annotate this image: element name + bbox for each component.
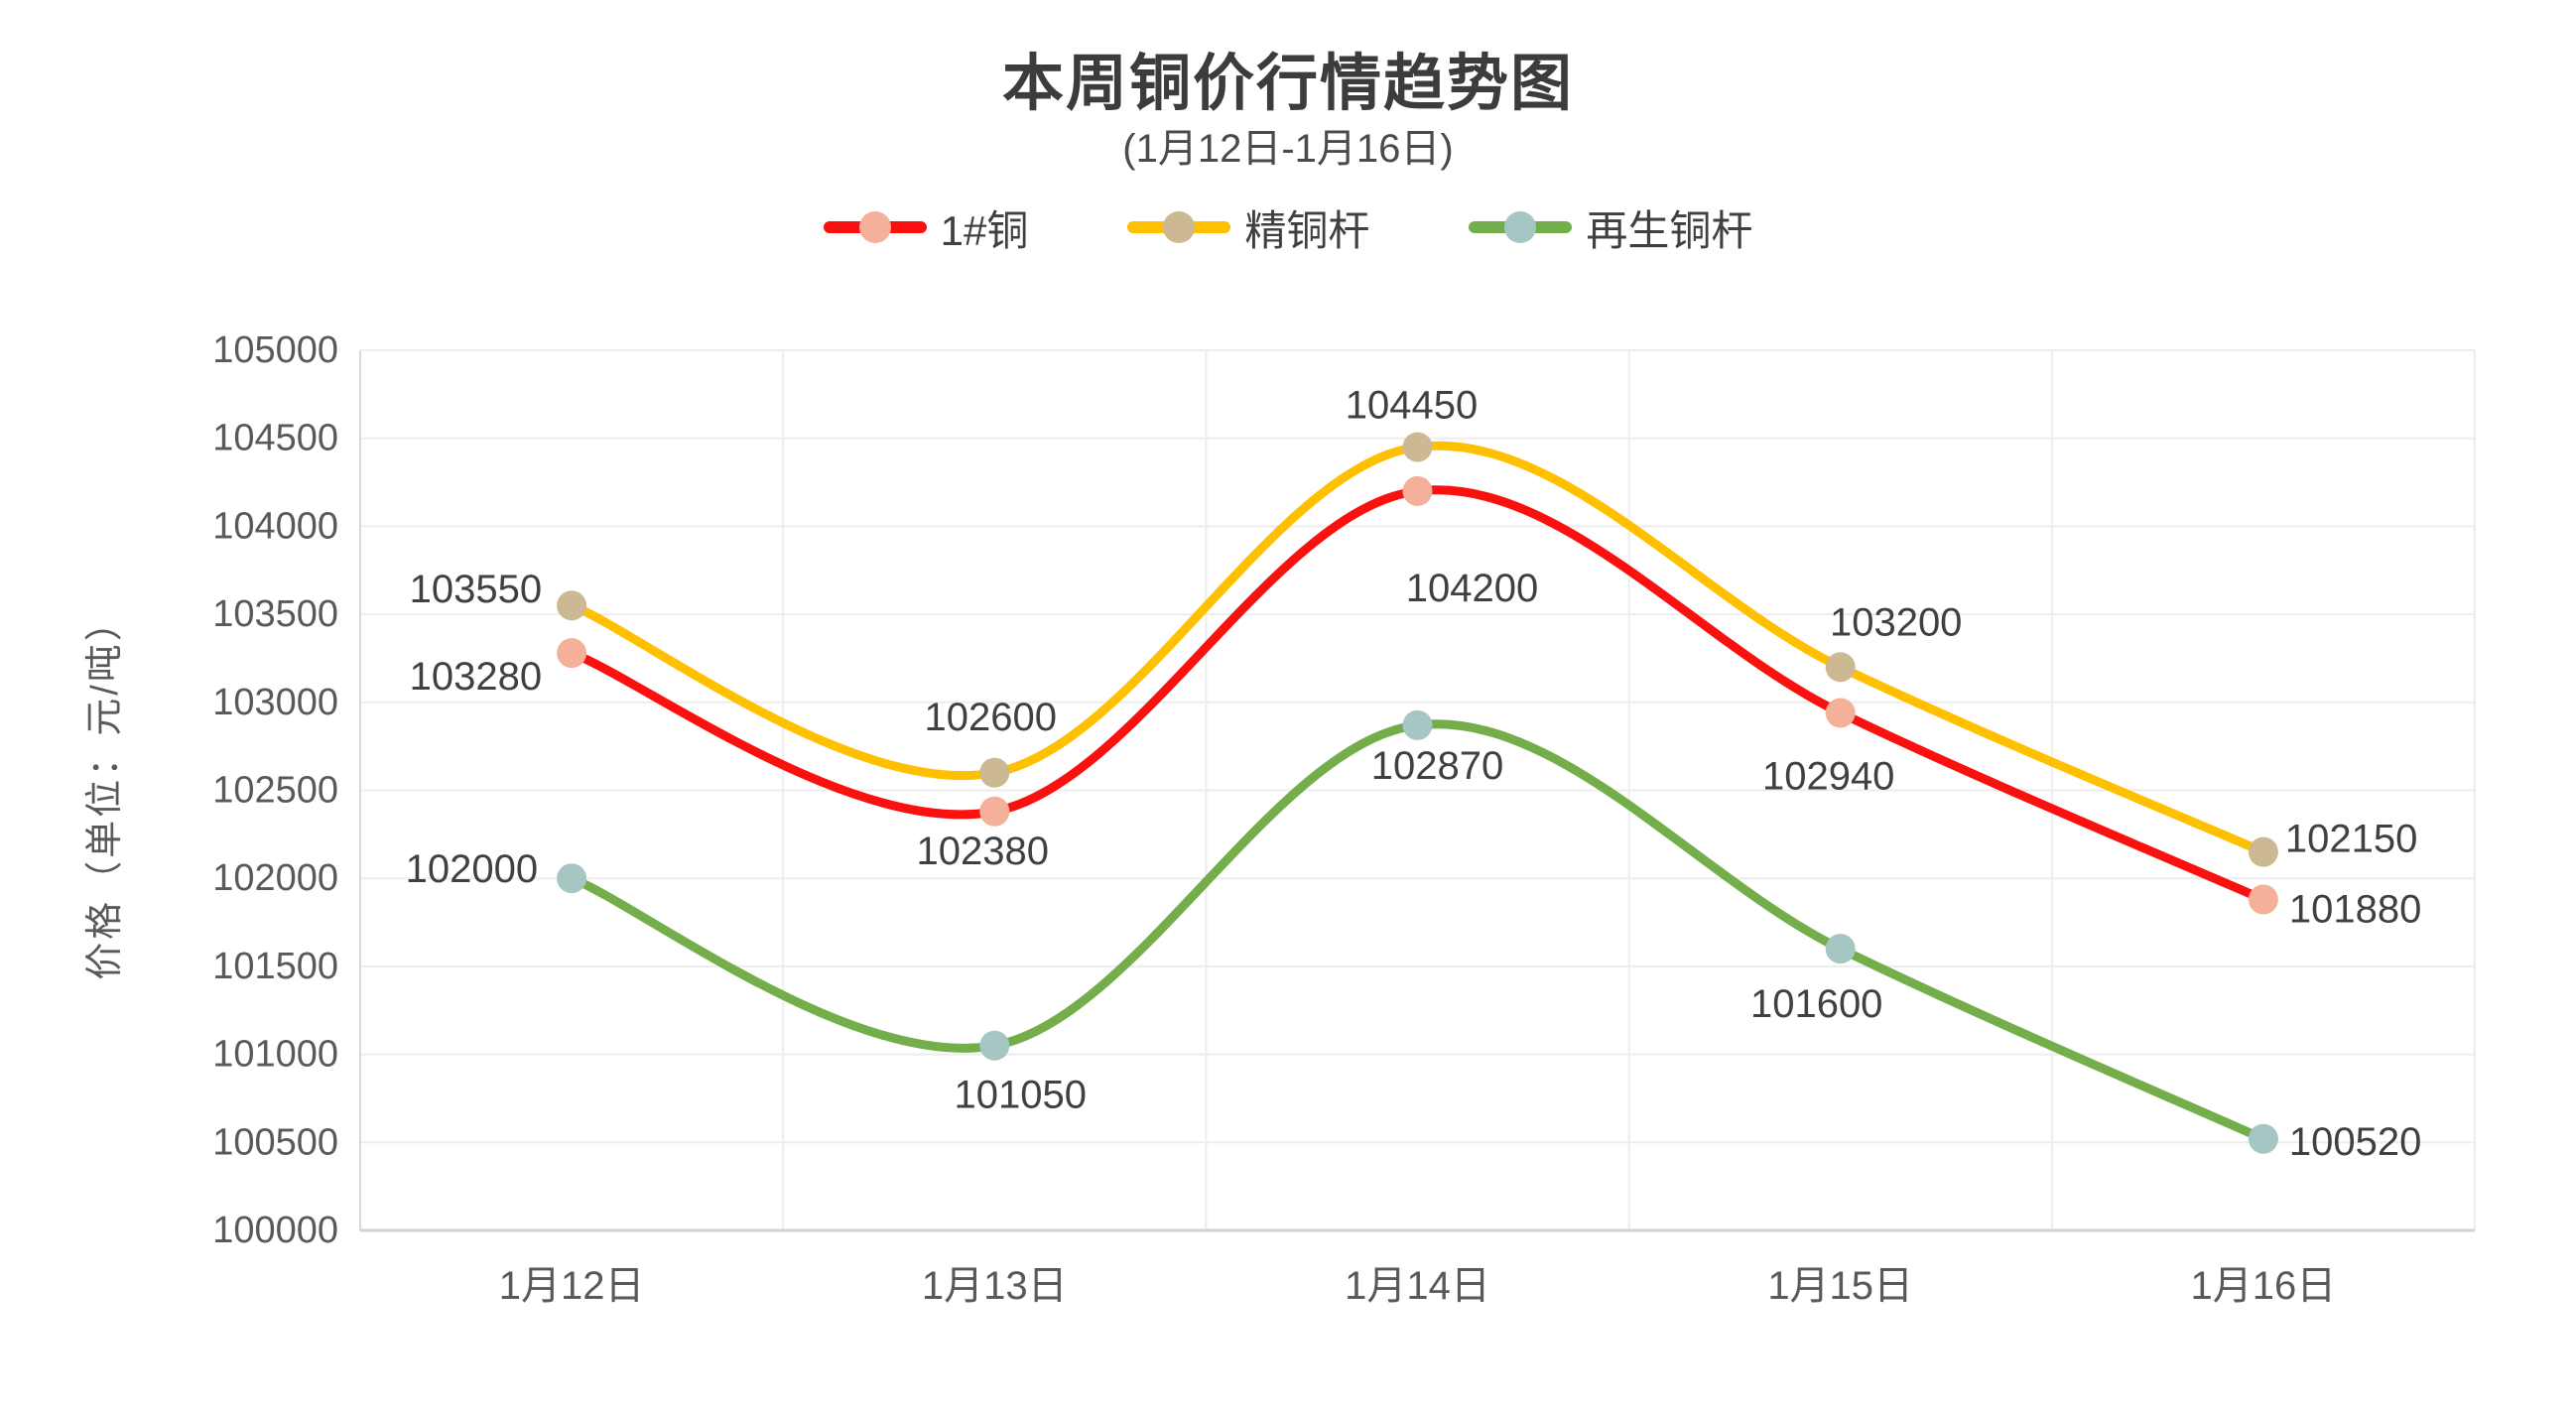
y-tick-label: 104500 [212,418,338,459]
axis-lines [359,350,2475,1232]
data-label-1#铜-1月15日: 102940 [1762,754,1894,798]
data-point-1#铜-1月13日[interactable] [979,796,1010,827]
data-point-精铜杆-1月14日[interactable] [1402,432,1433,462]
series-line-1#铜 [567,485,2268,904]
gridlines [360,349,2476,1230]
y-axis-tick-labels: 100000 100500 101000 101500 102000 102500 1030… [212,329,338,1251]
legend-dot-icon [1504,211,1537,243]
y-tick-label: 102500 [212,770,338,812]
legend-item-精铜杆[interactable]: 精铜杆 [1127,197,1369,258]
x-tick-label: 1月12日 [499,1264,645,1308]
data-point-再生铜杆-1月15日[interactable] [1825,934,1856,964]
data-label-再生铜杆-1月15日: 101600 [1750,982,1882,1026]
data-point-精铜杆-1月15日[interactable] [1825,652,1856,683]
y-tick-label: 102000 [212,857,338,899]
data-label-精铜杆-1月16日: 102150 [2285,818,2417,861]
y-tick-label: 100000 [212,1210,338,1251]
legend-dot-icon [1163,211,1196,243]
data-point-再生铜杆-1月13日[interactable] [979,1030,1010,1061]
y-tick-label: 100500 [212,1121,338,1163]
data-label-1#铜-1月16日: 101880 [2289,887,2421,931]
series-精铜杆[interactable]: 103550 102600 104450 103200 102150 [410,384,2418,867]
data-label-再生铜杆-1月13日: 101050 [955,1074,1087,1117]
legend-label: 1#铜 [940,206,1029,254]
data-point-再生铜杆-1月14日[interactable] [1402,709,1433,740]
data-label-1#铜-1月14日: 104200 [1406,567,1538,610]
data-point-1#铜-1月12日[interactable] [557,638,587,669]
legend-line-marker-icon [1469,211,1573,243]
data-label-再生铜杆-1月12日: 102000 [406,847,538,891]
chart-subtitle: (1月12日-1月16日) [1122,127,1454,171]
series-1#铜[interactable]: 103280 102380 104200 102940 101880 [410,475,2422,932]
legend-line-marker-icon [823,211,927,243]
x-tick-label: 1月15日 [1767,1264,1913,1308]
y-tick-label: 101000 [212,1034,338,1076]
y-tick-label: 103500 [212,593,338,635]
y-axis-title: 价格（单位：元/吨） [84,600,126,980]
legend-label: 精铜杆 [1244,206,1370,254]
legend-dot-icon [858,211,891,243]
data-point-精铜杆-1月16日[interactable] [2248,836,2278,867]
y-tick-label: 101500 [212,946,338,987]
data-point-再生铜杆-1月16日[interactable] [2248,1123,2278,1154]
data-label-再生铜杆-1月16日: 100520 [2289,1120,2421,1164]
data-label-1#铜-1月13日: 102380 [917,830,1049,873]
data-point-精铜杆-1月13日[interactable] [979,757,1010,788]
chart-title: 本周铜价行情趋势图 [1001,50,1574,118]
legend: 1#铜 精铜杆 再生铜杆 [0,202,2576,254]
y-tick-label: 103000 [212,682,338,723]
data-label-精铜杆-1月15日: 103200 [1830,600,1962,644]
y-tick-label: 104000 [212,505,338,547]
x-tick-label: 1月13日 [922,1264,1068,1308]
x-tick-label: 1月16日 [2191,1264,2337,1308]
legend-line-marker-icon [1127,211,1231,243]
x-axis-tick-labels: 1月12日 1月13日 1月14日 1月15日 1月16日 [499,1264,2337,1308]
data-point-1#铜-1月16日[interactable] [2248,884,2278,915]
data-label-精铜杆-1月13日: 102600 [925,696,1057,739]
data-label-再生铜杆-1月14日: 102870 [1371,744,1503,788]
data-point-精铜杆-1月12日[interactable] [557,590,587,621]
legend-item-1#铜[interactable]: 1#铜 [823,197,1029,258]
data-point-再生铜杆-1月12日[interactable] [557,863,587,894]
legend-label: 再生铜杆 [1586,206,1753,254]
data-label-1#铜-1月12日: 103280 [410,655,542,699]
x-tick-label: 1月14日 [1345,1264,1490,1308]
y-tick-label: 105000 [212,329,338,371]
legend-item-再生铜杆[interactable]: 再生铜杆 [1469,197,1752,258]
data-label-精铜杆-1月12日: 103550 [410,568,542,611]
data-label-精铜杆-1月14日: 104450 [1346,384,1478,428]
data-point-1#铜-1月14日[interactable] [1402,475,1433,506]
data-point-1#铜-1月15日[interactable] [1825,698,1856,728]
series-再生铜杆[interactable]: 102000 101050 102870 101600 100520 [406,709,2422,1164]
